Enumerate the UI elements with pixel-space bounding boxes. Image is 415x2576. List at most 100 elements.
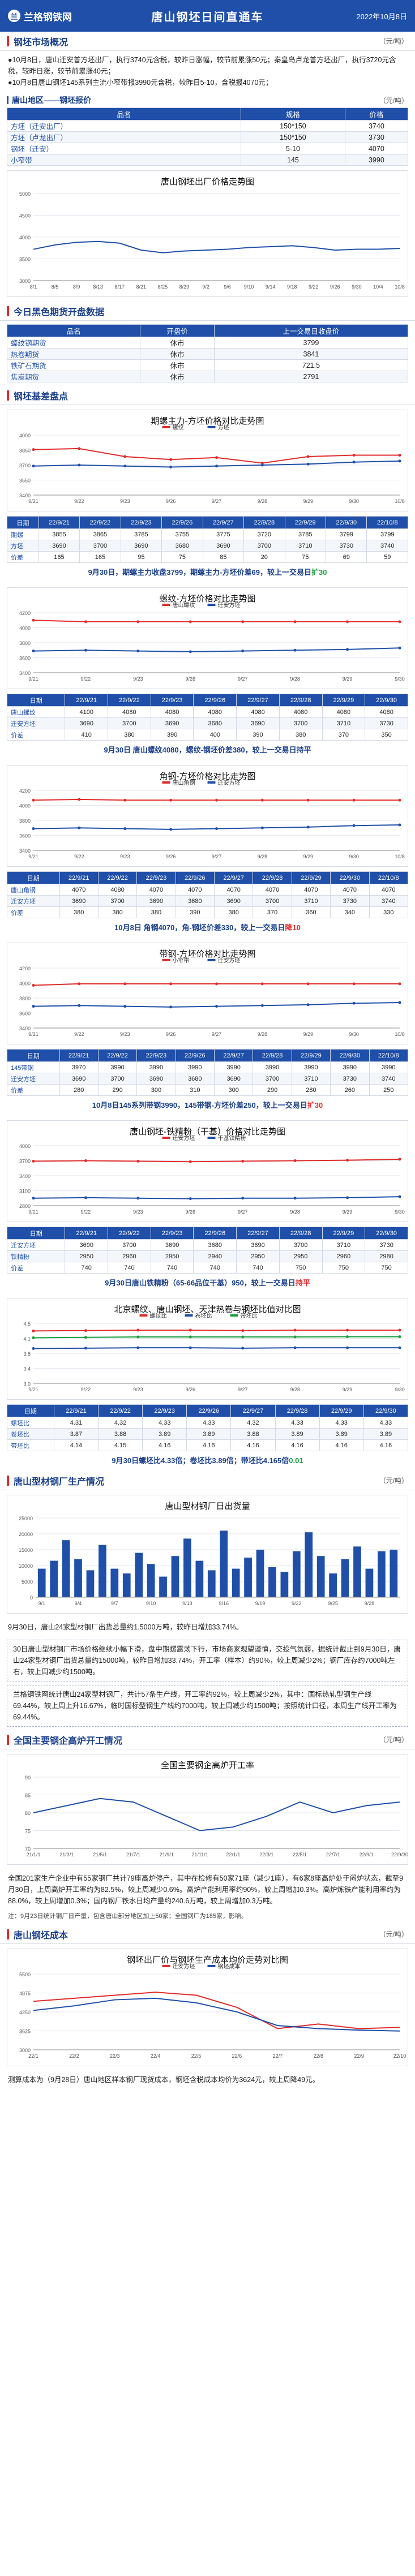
table-cell: 4070 [344, 143, 409, 154]
data-point [32, 650, 35, 653]
table-cell: 4.33 [142, 1417, 187, 1429]
bar [74, 1559, 82, 1597]
table-cell: 3710 [284, 540, 327, 552]
data-point [293, 648, 297, 652]
basis-chart: 带钢-方坯价格对比走势图 3400 3600 3800 4000 4200 9/21 9/22… [7, 943, 408, 1044]
table-cell: 价差 [7, 551, 39, 563]
data-point [169, 458, 173, 461]
y-tick-label: 3700 [19, 1159, 31, 1164]
bar [329, 1573, 337, 1597]
table-cell: 4.16 [319, 1439, 364, 1451]
x-tick-label: 9/23 [133, 1209, 143, 1215]
bar [341, 1559, 349, 1597]
table-header: 22/9/27 [213, 1049, 254, 1062]
y-tick-label: 2800 [19, 1203, 31, 1209]
y-tick-label: 3.4 [23, 1366, 31, 1372]
market-section-heading: 钢坯市场概况 （元/吨） [0, 32, 415, 51]
series-line [33, 1158, 400, 1163]
table-header: 22/9/27 [202, 516, 245, 529]
y-tick-label: 3500 [19, 257, 31, 263]
table-header: 22/9/22 [108, 694, 151, 707]
x-tick-label: 9/22 [81, 1209, 91, 1215]
data-point [306, 825, 310, 829]
legend-swatch [162, 781, 170, 784]
bar [62, 1540, 70, 1597]
heading-marker-icon [7, 1929, 9, 1939]
table-row: 价差 280 290 300 310 300 290 280 260 250 [7, 1084, 408, 1096]
legend-swatch [139, 1314, 148, 1317]
data-point [398, 1158, 401, 1161]
data-point [123, 455, 127, 458]
y-tick-label: 5000 [22, 1579, 33, 1585]
table-header: 日期 [6, 694, 66, 707]
table-header: 22/9/26 [175, 871, 215, 884]
blast-section-heading: 全国主要钢企高炉开工情况 （元/吨） [0, 1730, 415, 1749]
x-tick-label: 8/29 [179, 284, 190, 290]
table-header: 22/9/28 [279, 694, 323, 707]
cost-heading-text: 唐山钢坯成本 [14, 1930, 69, 1941]
data-point [136, 620, 140, 623]
table-cell: 20 [243, 551, 285, 563]
table-body: 期螺 3855 3865 3785 3755 3775 3720 3785 3799 3799 方坯… [7, 528, 408, 563]
table-cell: 360 [291, 906, 331, 918]
table-cell: 4070 [330, 884, 370, 896]
y-tick-label: 5500 [19, 1972, 31, 1977]
table-header: 日期 [6, 1227, 66, 1240]
bar [122, 1573, 131, 1597]
table-header: 22/9/26 [186, 1404, 232, 1417]
data-point [306, 462, 310, 466]
x-tick-label: 22/9/30 [391, 1852, 408, 1857]
table-header: 22/9/28 [253, 871, 292, 884]
table-cell: 59 [366, 551, 408, 563]
data-point [293, 1159, 297, 1162]
data-point [398, 1328, 401, 1332]
futures-heading-text: 今日黑色期货开盘数据 [14, 307, 105, 317]
basis-section-heading: 钢坯基差盘点 [0, 386, 415, 405]
y-tick-label: 3400 [19, 670, 31, 676]
y-tick-label: 90 [25, 1775, 31, 1781]
x-tick-label: 22/3/1 [259, 1852, 273, 1857]
y-tick-label: 25000 [19, 1516, 33, 1521]
table-cell: 3720 [243, 528, 285, 540]
table-cell: 250 [369, 1084, 408, 1096]
table-header: 22/9/30 [365, 1227, 408, 1240]
data-point [215, 798, 218, 802]
table-cell: 3730 [326, 540, 367, 552]
table-header-row: 日期 22/9/21 22/9/22 22/9/23 22/9/26 22/9/27 22/… [7, 1404, 409, 1417]
table-row: 方坯（迁安出厂） 150*150 3740 [6, 120, 409, 132]
x-tick-label: 21/3/1 [59, 1852, 74, 1857]
x-tick-label: 9/30 [395, 1387, 405, 1392]
bar [256, 1550, 264, 1597]
table-header: 22/9/30 [330, 871, 370, 884]
table-cell: 165 [38, 551, 80, 563]
y-tick-label: 4875 [19, 1991, 31, 1997]
basis-caption: 10月8日145系列带钢3990，145带钢-方坯价差250，较上一交易日扩30 [0, 1096, 415, 1116]
table-header: 22/9/29 [284, 516, 327, 529]
table-cell: 期螺 [7, 528, 39, 540]
header-date: 2022年10月8日 [356, 12, 407, 21]
table-cell: 3740 [369, 895, 408, 907]
table-header: 22/9/26 [161, 516, 203, 529]
y-tick-label: 4000 [19, 1143, 31, 1149]
table-cell: 3990 [97, 1061, 138, 1073]
header-bar: 兰 兰格钢铁网 唐山钢坯日间直通车 2022年10月8日 [0, 0, 415, 32]
table-cell: 3700 [253, 1073, 292, 1085]
data-point [293, 1328, 297, 1332]
x-tick-label: 9/22 [74, 498, 84, 504]
data-point [32, 1197, 35, 1200]
table-header: 22/9/23 [150, 1227, 194, 1240]
x-tick-label: 9/23 [133, 676, 143, 682]
x-tick-label: 9/10 [244, 284, 254, 290]
x-tick-label: 9/27 [212, 854, 222, 859]
data-point [215, 982, 218, 986]
table-header: 22/9/27 [236, 694, 280, 707]
basis-charts: 期螺主力-方坯价格对比走势图 3400 3550 3700 3850 4000 9/21 9/… [0, 410, 415, 1471]
table-header: 日期 [7, 1404, 54, 1417]
x-tick-label: 9/29 [303, 1031, 313, 1037]
table-header: 22/9/22 [97, 1049, 138, 1062]
data-point [398, 1346, 401, 1349]
table-cell: 焦炭期货 [6, 371, 141, 382]
basis-chart-svg: 3400 3550 3700 3850 4000 9/21 9/22 9/23 9/26 9/27… [19, 424, 405, 504]
bar [232, 1568, 240, 1597]
